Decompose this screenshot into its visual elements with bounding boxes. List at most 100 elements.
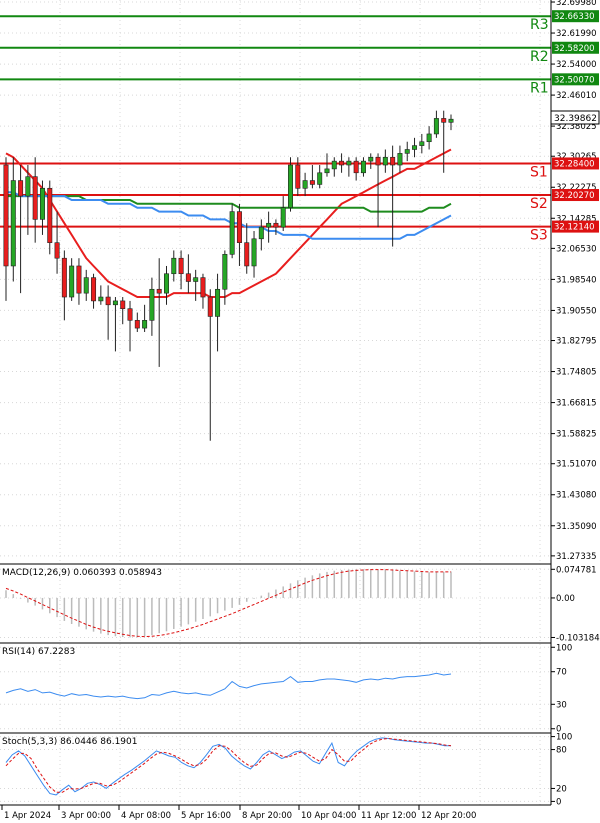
stochastic-tick-label: 80 [556,746,567,756]
macd-signal-line [5,569,451,638]
macd-panel: 0.074781 0.00 -0.103184 MACD(12,26,9) 0.06… [0,563,600,643]
time-tick-label: 5 Apr 16:00 [181,811,231,821]
candle-body [426,133,432,143]
candle-body [353,160,359,174]
stochastic-panel: 100 80 20 0 Stoch(5,3,3) 86.0446 86.1901 [0,732,572,807]
candle-body [164,273,169,294]
macd-tick-label: 0.074781 [556,565,597,575]
candle-body [142,320,148,329]
current-price-label: 32.39862 [554,114,597,124]
candle-body [207,296,213,317]
rsi-axis: 100 70 30 0 [551,643,572,735]
time-tick-label: 8 Apr 20:00 [242,811,292,821]
level-tag [552,157,599,170]
rsi-tick-label: 70 [556,668,567,678]
level-tag [552,10,599,23]
time-tick-label: 11 Apr 12:00 [361,811,416,821]
stochastic-tick-label: 100 [556,733,572,743]
macd-label: MACD(12,26,9) 0.060393 0.058943 [2,568,162,578]
price-tick-label: 31.58825 [556,430,597,440]
time-tick-label: 1 Apr 2024 [4,811,51,821]
candle-body [105,296,111,306]
price-axis: 32.69980 32.61990 32.54000 32.46010 32.38025… [551,0,597,562]
candle-body [10,180,16,267]
candle-body [69,265,75,298]
candle-body [448,118,454,123]
candle-body [193,277,199,282]
candle-body [47,188,53,243]
time-tick-label: 3 Apr 00:00 [61,811,111,821]
candle-body [302,180,308,189]
candle-body [229,211,235,255]
candle-body [222,254,228,290]
candle-body [76,265,82,294]
rsi-line [5,672,452,700]
candle-body [3,164,9,267]
moving-average-line [6,195,452,213]
time-tick-label: 12 Apr 20:00 [421,811,476,821]
price-tick-label: 32.38025 [556,122,597,132]
candle-body [382,156,388,166]
stochastic-k-line [5,737,451,796]
candle-body [83,277,89,294]
candle-body [433,118,439,135]
macd-tick-label: 0.00 [556,594,575,604]
level-label: S1 [530,164,548,180]
candle-body [61,257,67,298]
price-tick-label: 31.90550 [556,306,597,316]
candle-body [251,238,257,267]
price-tick-label: 31.98540 [556,275,597,285]
moving-average-lines [5,148,452,298]
candle-body [215,288,221,317]
level-tag-label: 32.50070 [554,75,595,85]
level-label: S3 [530,228,548,244]
candle-body [258,226,264,240]
rsi-tick-label: 100 [556,643,572,653]
candle-body [25,176,31,197]
moving-average-line [6,191,452,240]
level-tag [552,220,599,233]
candle-body [390,156,396,166]
stochastic-tick-label: 0 [556,797,561,807]
candle-body [346,160,352,166]
price-tick-label: 31.35090 [556,522,597,532]
candle-body [171,257,177,275]
candle-body [368,156,374,162]
candle-body [280,207,286,228]
level-tag [552,189,599,202]
candle-body [112,300,118,306]
candlesticks [3,110,454,441]
level-tag [552,73,599,86]
stochastic-tick-label: 20 [556,784,567,794]
macd-tick-label: -0.103184 [556,633,600,643]
candle-body [236,211,242,243]
candle-body [317,172,323,185]
candle-body [412,145,418,150]
candle-body [339,160,345,166]
candle-body [54,242,60,259]
candle-body [120,300,126,309]
candle-body [178,257,184,275]
time-tick-label: 10 Apr 04:00 [301,811,356,821]
level-labels: R3 R2 R1 S1 S2 S3 [530,17,549,243]
candle-body [266,222,272,228]
candle-body [185,273,191,282]
price-tick-label: 32.61990 [556,29,597,39]
rsi-label: RSI(14) 67.2283 [2,647,75,657]
candle-body [324,168,330,174]
candle-body [295,164,301,189]
candle-body [419,141,425,146]
candle-body [200,277,206,298]
price-tick-label: 31.43080 [556,491,597,501]
candle-body [288,164,293,209]
candle-body [98,296,104,302]
candle-body [39,188,45,220]
stochastic-axis: 100 80 20 0 [551,733,572,807]
candle-body [397,153,403,166]
candle-body [360,160,366,174]
price-tick-label: 31.27335 [556,552,597,562]
price-tick-label: 31.82795 [556,337,597,347]
price-tick-label: 32.14285 [556,214,597,224]
candle-body [91,277,97,302]
